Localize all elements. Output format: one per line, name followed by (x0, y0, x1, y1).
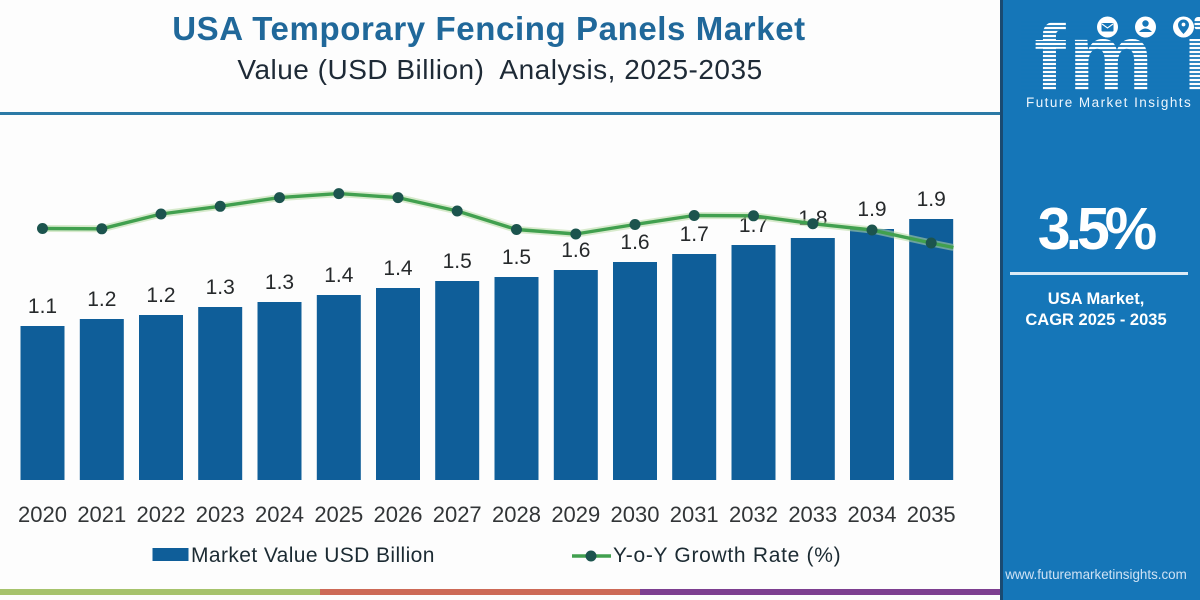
svg-text:1.9: 1.9 (917, 188, 946, 211)
svg-text:1.5: 1.5 (443, 250, 472, 273)
svg-text:2031: 2031 (670, 502, 719, 527)
svg-text:2021: 2021 (77, 502, 126, 527)
svg-text:2024: 2024 (255, 502, 304, 527)
svg-text:2032: 2032 (729, 502, 778, 527)
svg-text:2027: 2027 (433, 502, 482, 527)
svg-text:Future Market Insights: Future Market Insights (1026, 95, 1192, 110)
svg-text:2020: 2020 (18, 502, 67, 527)
svg-text:1.4: 1.4 (383, 257, 413, 280)
svg-text:1.3: 1.3 (206, 276, 235, 299)
svg-text:2034: 2034 (848, 502, 897, 527)
svg-text:1.6: 1.6 (620, 231, 649, 254)
svg-text:1.4: 1.4 (324, 264, 354, 287)
svg-text:1.2: 1.2 (87, 288, 116, 311)
svg-text:2025: 2025 (314, 502, 363, 527)
svg-text:2028: 2028 (492, 502, 541, 527)
svg-text:1.2: 1.2 (146, 284, 175, 307)
svg-text:2033: 2033 (788, 502, 837, 527)
svg-text:1.9: 1.9 (857, 198, 886, 221)
svg-text:2023: 2023 (196, 502, 245, 527)
svg-text:1.1: 1.1 (28, 295, 57, 318)
svg-text:2029: 2029 (551, 502, 600, 527)
svg-text:2026: 2026 (374, 502, 423, 527)
svg-text:1.7: 1.7 (680, 223, 709, 246)
svg-text:2030: 2030 (611, 502, 660, 527)
svg-text:1.3: 1.3 (265, 271, 294, 294)
svg-text:2022: 2022 (137, 502, 186, 527)
svg-text:1.5: 1.5 (502, 246, 531, 269)
svg-text:Y-o-Y Growth Rate (%): Y-o-Y Growth Rate (%) (613, 544, 841, 567)
svg-text:Market Value USD Billion: Market Value USD Billion (191, 544, 435, 567)
svg-text:2035: 2035 (907, 502, 956, 527)
svg-text:1.6: 1.6 (561, 239, 590, 262)
